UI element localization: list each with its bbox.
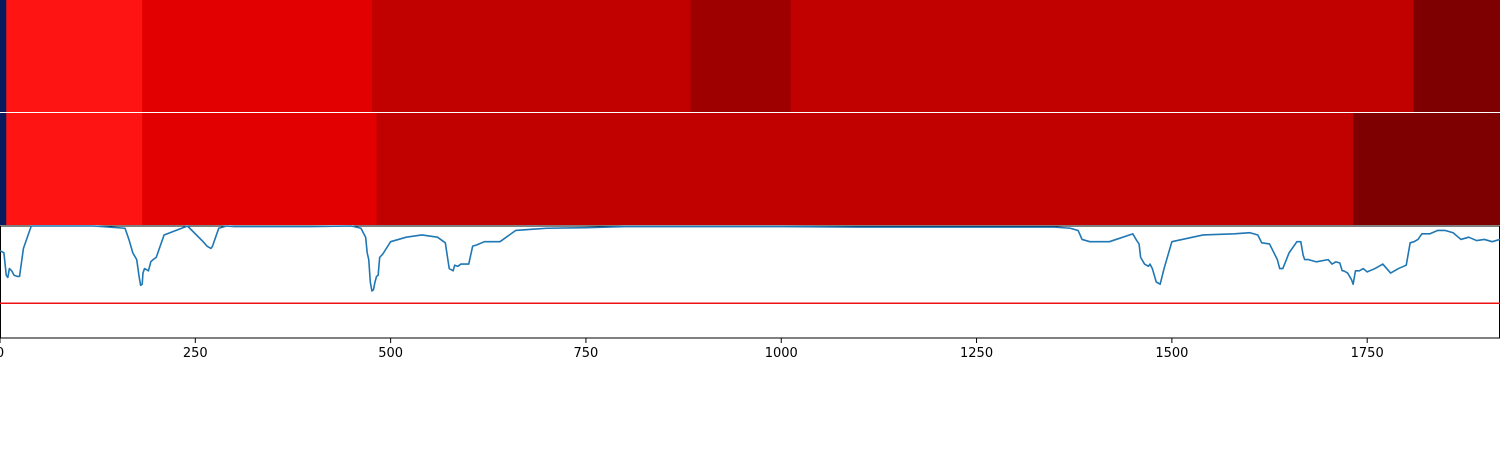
- heatmap-cell: [142, 113, 378, 225]
- heatmap-cell: [6, 113, 143, 225]
- x-tick-label: 1500: [1155, 346, 1188, 361]
- heatmap-cell: [1353, 113, 1500, 225]
- heatmap-band-1: [0, 0, 1500, 112]
- heatmap-cell: [690, 0, 792, 112]
- x-tick-label: 750: [574, 346, 599, 361]
- x-axis: 0 250 500 750 1000 1250 1500 1750: [0, 338, 1384, 361]
- x-tick-label: 0: [0, 346, 4, 361]
- heatmap-cell: [790, 0, 1414, 112]
- x-tick-label: 1750: [1351, 346, 1384, 361]
- heatmap-band-2: [0, 113, 1500, 225]
- heatmap-cell: [0, 0, 7, 112]
- line-panel-frame: [0, 225, 1500, 339]
- x-tick-label: 500: [378, 346, 403, 361]
- heatmap-cell: [371, 0, 692, 112]
- x-tick-label: 1000: [765, 346, 798, 361]
- x-tick-label: 250: [183, 346, 208, 361]
- x-tick-label: 1250: [960, 346, 993, 361]
- line-panel: [0, 225, 1500, 339]
- heatmap-cell: [6, 0, 143, 112]
- heatmap-cell: [376, 113, 1354, 225]
- heatmap-cell: [0, 113, 7, 225]
- heatmap-cell: [142, 0, 373, 112]
- heatmap-bands: [0, 0, 1500, 225]
- series-line: [0, 225, 1500, 292]
- heatmap-cell: [1413, 0, 1500, 112]
